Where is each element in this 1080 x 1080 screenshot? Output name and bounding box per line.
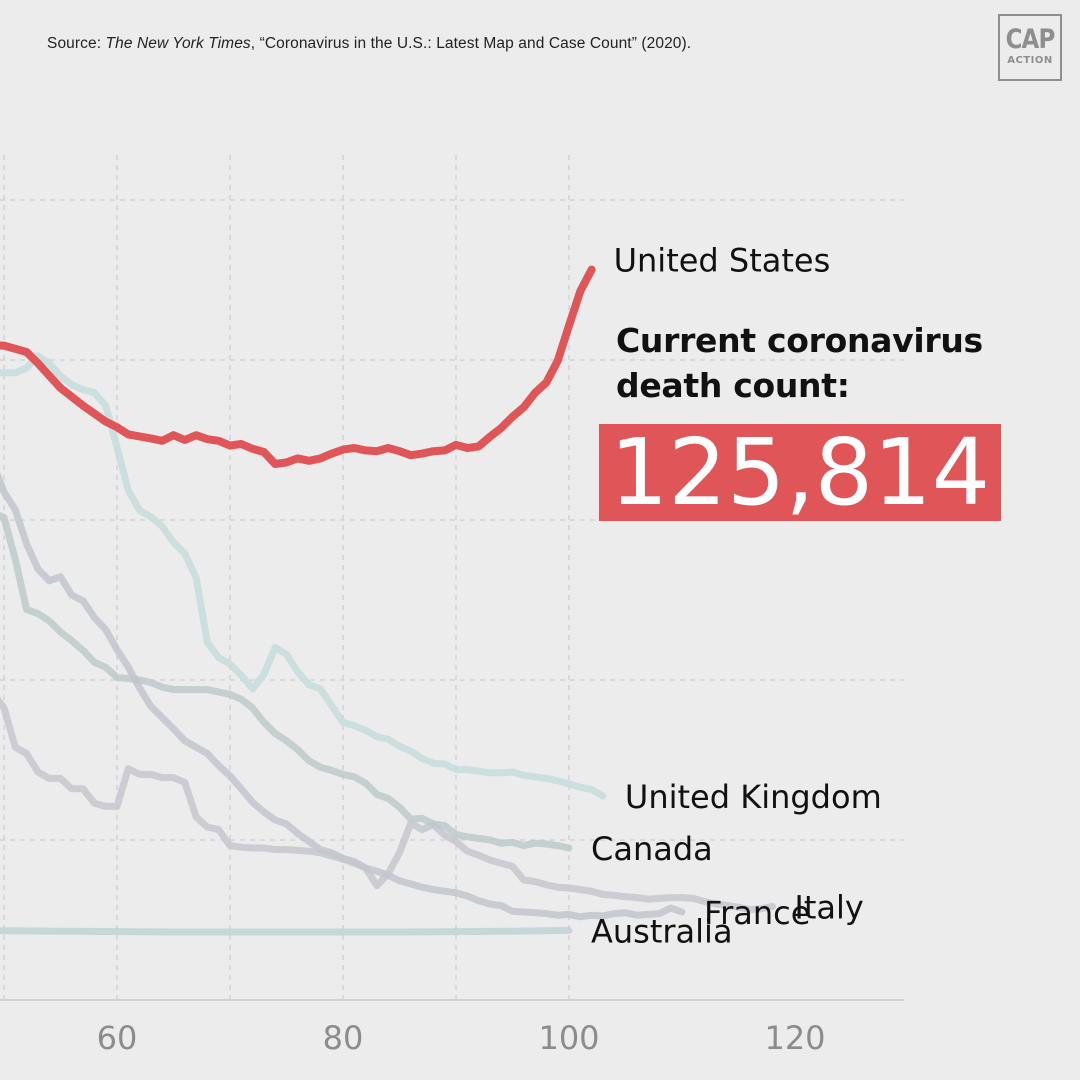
series-line-italy [0, 696, 776, 914]
death-count-callout: Current coronavirus death count: [616, 318, 983, 408]
callout-line-1: Current coronavirus [616, 321, 983, 360]
logo-line-1: CAP [1005, 24, 1056, 55]
series-label-australia: Australia [591, 912, 733, 950]
x-tick-label: 100 [538, 1019, 599, 1057]
series-line-united-states [0, 265, 596, 468]
series-label-france: France [704, 894, 810, 932]
source-suffix: , “Coronavirus in the U.S.: Latest Map a… [250, 35, 692, 52]
series-label-canada: Canada [591, 830, 713, 868]
cap-action-logo: CAP ACTION [998, 14, 1062, 81]
series-line-canada [0, 511, 573, 852]
series-line-australia [0, 926, 573, 936]
source-note: Source: The New York Times, “Coronavirus… [47, 35, 691, 53]
death-count-value: 125,814 [609, 419, 991, 526]
series-label-italy: Italy [794, 888, 863, 926]
x-tick-label: 80 [323, 1019, 364, 1057]
logo-line-2: ACTION [1007, 55, 1053, 66]
x-tick-label: 60 [97, 1019, 138, 1057]
callout-line-2: death count: [616, 366, 850, 405]
death-count-badge: 125,814 [599, 424, 1001, 521]
source-prefix: Source: [47, 35, 106, 52]
x-tick-label: 120 [764, 1019, 825, 1057]
series-label-united-kingdom: United Kingdom [625, 778, 882, 816]
source-publication: The New York Times [105, 35, 251, 52]
series-label-united-states: United States [614, 242, 831, 280]
series-line-united-kingdom [0, 352, 607, 800]
